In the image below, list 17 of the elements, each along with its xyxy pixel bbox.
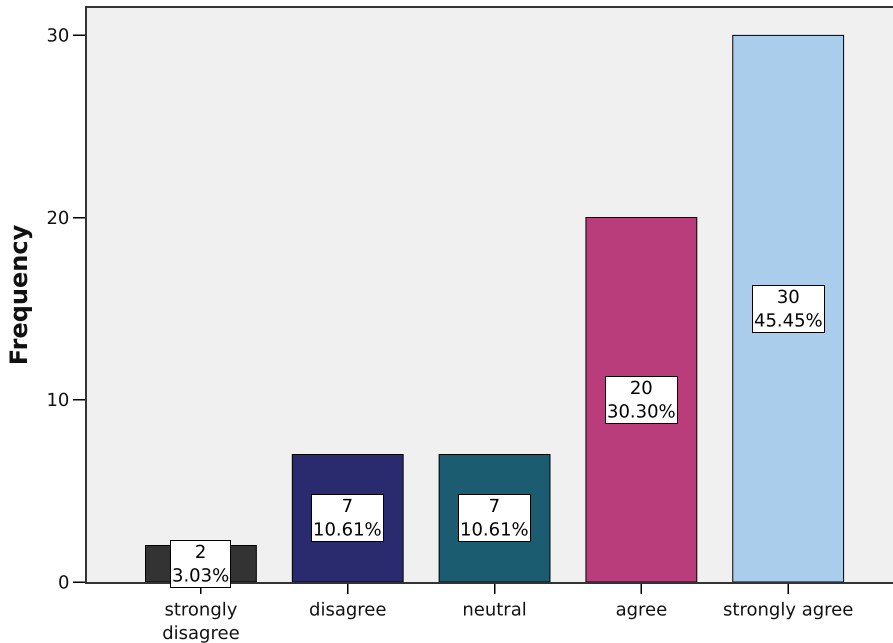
bar: [585, 217, 698, 582]
data-label: 20 30.30%: [607, 378, 676, 422]
x-tick-label: strongly disagree: [162, 600, 240, 643]
bar: [732, 34, 844, 582]
y-tick-label: 30: [46, 26, 70, 47]
x-tick-label: strongly agree: [723, 600, 854, 621]
data-label: 7 10.61%: [460, 496, 529, 540]
y-tick-label: 20: [46, 208, 70, 229]
x-tick-label: agree: [616, 600, 668, 621]
data-label: 2 3.03%: [172, 542, 230, 586]
data-label: 7 10.61%: [313, 496, 382, 540]
y-tick-label: 10: [46, 390, 70, 412]
x-tick-label: disagree: [309, 600, 386, 621]
y-axis-title: Frequency: [5, 224, 34, 366]
x-tick-label: neutral: [462, 600, 527, 621]
data-label: 30 45.45%: [754, 287, 823, 332]
y-tick-label: 0: [58, 572, 70, 594]
